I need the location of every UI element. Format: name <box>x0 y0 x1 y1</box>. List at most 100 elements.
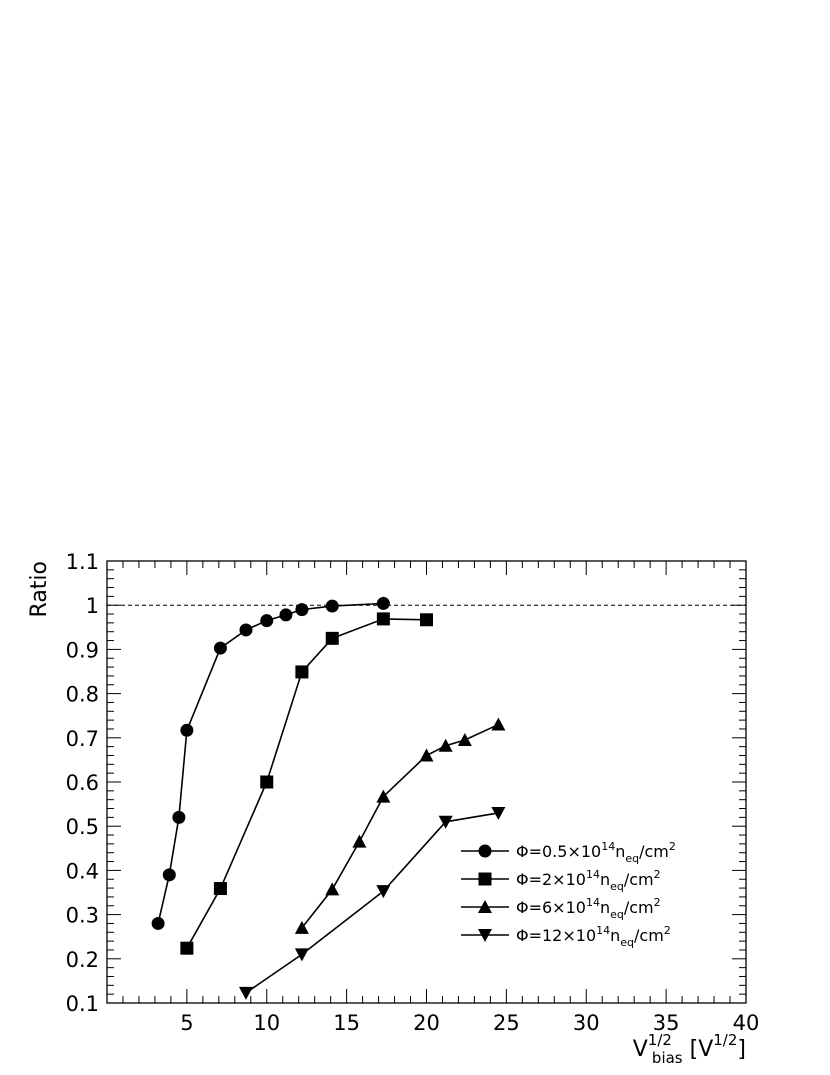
data-point <box>376 789 391 803</box>
x-tick-label: 35 <box>653 1011 680 1035</box>
data-point <box>325 882 340 896</box>
legend-marker <box>478 844 492 858</box>
legend-marker <box>478 929 492 942</box>
data-point <box>491 717 506 731</box>
x-tick-label: 30 <box>573 1011 600 1035</box>
y-tick-label: 1.1 <box>66 550 99 574</box>
data-point <box>457 733 472 747</box>
x-axis-label-sub: bias <box>652 1049 683 1067</box>
y-tick-label: 0.6 <box>66 771 99 795</box>
legend: Φ=0.5×1014neq/cm2Φ=2×1014neq/cm2Φ=6×1014… <box>461 840 676 949</box>
series-2 <box>180 612 433 955</box>
legend-label-part: 2 <box>669 840 676 853</box>
legend-label-part: /cm <box>624 870 654 889</box>
data-point <box>213 882 227 896</box>
legend-label-part: n <box>615 842 625 861</box>
series-1 <box>151 596 390 930</box>
legend-label-part: 2 <box>654 896 661 909</box>
data-point <box>239 623 253 637</box>
legend-label-part: eq <box>610 908 624 921</box>
series-4 <box>238 806 506 1000</box>
x-tick-label: 40 <box>733 1011 760 1035</box>
data-point <box>180 723 194 737</box>
y-tick-label: 0.4 <box>66 859 99 883</box>
data-point <box>260 614 274 628</box>
legend-label-part: n <box>610 926 620 945</box>
y-tick-label: 0.8 <box>66 683 99 707</box>
x-axis-label-base: V <box>633 1037 648 1062</box>
y-axis-label: Ratio <box>27 561 52 617</box>
y-tick-label: 1 <box>86 594 99 618</box>
x-axis-label-unit-open: [V <box>683 1037 714 1062</box>
legend-marker <box>478 872 492 886</box>
data-point <box>295 665 309 679</box>
legend-label: Φ=2×1014neq/cm2 <box>516 868 661 893</box>
data-point <box>172 810 186 824</box>
x-axis-label: V1/2 bias [V1/2] <box>633 1031 746 1067</box>
legend-label-part: n <box>600 898 610 917</box>
series-layer <box>151 596 506 1000</box>
series-line <box>157 602 384 924</box>
data-point <box>294 948 309 962</box>
legend-label-part: Φ=0.5×10 <box>516 842 601 861</box>
x-axis-label-unit-sup: 1/2 <box>713 1031 737 1049</box>
data-point <box>213 641 227 655</box>
data-point <box>352 834 367 848</box>
x-axis-label-sup: 1/2 <box>648 1031 672 1049</box>
legend-entry-4: Φ=12×1014neq/cm2 <box>461 924 671 949</box>
legend-entry-2: Φ=2×1014neq/cm2 <box>461 868 661 893</box>
data-point <box>325 631 339 645</box>
legend-label-part: /cm <box>634 926 664 945</box>
data-point <box>279 608 293 622</box>
data-point <box>180 941 194 955</box>
y-tick-label: 0.1 <box>66 992 99 1016</box>
y-tick-label: 0.7 <box>66 727 99 751</box>
data-point <box>419 748 434 762</box>
data-point <box>151 916 165 930</box>
legend-entry-3: Φ=6×1014neq/cm2 <box>461 896 661 921</box>
data-point <box>491 806 506 820</box>
series-line <box>301 723 499 929</box>
legend-label-part: eq <box>620 936 634 949</box>
x-tick-label: 10 <box>253 1011 280 1035</box>
legend-label-part: 2 <box>664 924 671 937</box>
legend-label-part: 2 <box>654 868 661 881</box>
data-point <box>294 920 309 934</box>
x-axis-label-unit-close: ] <box>737 1037 746 1062</box>
legend-label: Φ=12×1014neq/cm2 <box>516 924 671 949</box>
data-point <box>376 596 390 610</box>
data-point <box>162 868 176 882</box>
legend-marker <box>478 900 492 913</box>
series-3 <box>294 717 506 934</box>
legend-entry-1: Φ=0.5×1014neq/cm2 <box>461 840 676 865</box>
legend-label-part: 14 <box>596 924 610 937</box>
data-point <box>325 599 339 613</box>
legend-label-part: Φ=12×10 <box>516 926 596 945</box>
legend-label: Φ=0.5×1014neq/cm2 <box>516 840 676 865</box>
y-tick-label: 0.3 <box>66 904 99 928</box>
x-tick-label: 20 <box>413 1011 440 1035</box>
data-point <box>438 815 453 829</box>
legend-label-part: /cm <box>639 842 669 861</box>
data-point <box>238 986 253 1000</box>
legend-label-part: n <box>600 870 610 889</box>
series-line <box>245 812 499 994</box>
y-tick-label: 0.5 <box>66 815 99 839</box>
legend-label-part: Φ=2×10 <box>516 870 586 889</box>
legend-label: Φ=6×1014neq/cm2 <box>516 896 661 921</box>
data-point <box>376 612 390 626</box>
data-point <box>260 775 274 789</box>
legend-label-part: eq <box>610 880 624 893</box>
legend-label-part: /cm <box>624 898 654 917</box>
legend-label-part: eq <box>625 852 639 865</box>
data-point <box>420 613 433 627</box>
legend-label-part: 14 <box>601 840 615 853</box>
legend-label-part: 14 <box>586 868 600 881</box>
legend-label-part: 14 <box>586 896 600 909</box>
x-tick-label: 5 <box>180 1011 193 1035</box>
data-point <box>376 885 391 899</box>
legend-label-part: Φ=6×10 <box>516 898 586 917</box>
x-tick-label: 15 <box>333 1011 360 1035</box>
data-point <box>295 603 309 617</box>
